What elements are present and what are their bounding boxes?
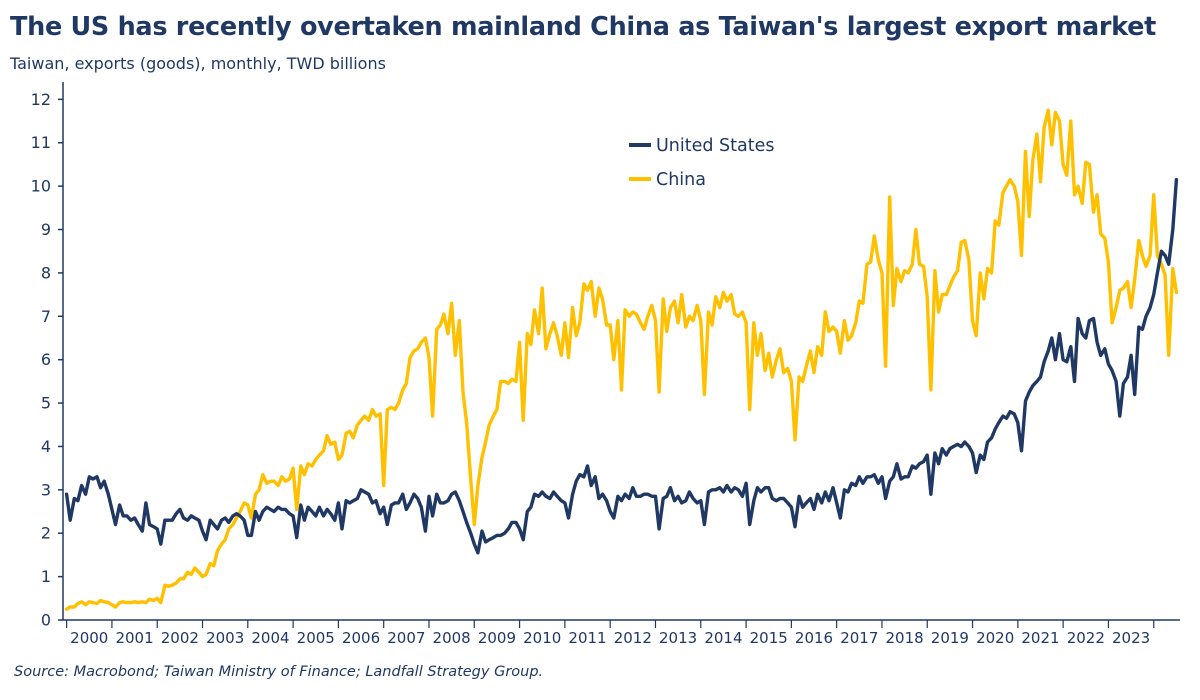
y-tick-label: 1: [41, 567, 51, 586]
chart-title: The US has recently overtaken mainland C…: [10, 12, 1157, 42]
series-line-united-states: [64, 177, 1179, 555]
x-tick-label: 2020: [976, 629, 1014, 647]
y-tick-label: 8: [41, 263, 51, 282]
x-tick-label: 2012: [614, 629, 652, 647]
y-tick-label: 2: [41, 524, 51, 543]
y-tick-label: 6: [41, 350, 51, 369]
y-tick-label: 0: [41, 611, 51, 630]
x-tick-label: 2014: [704, 629, 742, 647]
chart-subtitle: Taiwan, exports (goods), monthly, TWD bi…: [10, 54, 386, 73]
y-tick-label: 4: [41, 437, 51, 456]
y-tick-label: 3: [41, 480, 51, 499]
x-tick-label: 2013: [659, 629, 697, 647]
x-tick-label: 2000: [70, 629, 108, 647]
legend-label-china: China: [656, 170, 706, 190]
x-tick-label: 2004: [251, 629, 289, 647]
x-tick-label: 2015: [750, 629, 788, 647]
x-tick-label: 2016: [795, 629, 833, 647]
x-tick-label: 2006: [342, 629, 380, 647]
x-tick-label: 2017: [840, 629, 878, 647]
x-tick-label: 2010: [523, 629, 561, 647]
legend: United States China: [629, 136, 775, 190]
y-tick-label: 11: [31, 133, 51, 152]
source-note: Source: Macrobond; Taiwan Ministry of Fi…: [14, 664, 544, 680]
x-tick-label: 2008: [433, 629, 471, 647]
x-tick-label: 2001: [115, 629, 153, 647]
x-axis: 2000 2001 2002 2003 2004 2005 2006 2007 2008 2009…: [63, 619, 1180, 647]
series-lines: [64, 108, 1179, 611]
x-tick-label: 2022: [1067, 629, 1105, 647]
x-tick-label: 2009: [478, 629, 516, 647]
x-tick-label: 2021: [1021, 629, 1059, 647]
y-tick-label: 12: [31, 90, 51, 109]
y-tick-label: 10: [31, 177, 51, 196]
x-tick-label: 2003: [206, 629, 244, 647]
legend-label-united-states: United States: [656, 136, 775, 156]
series-line-china: [64, 108, 1179, 611]
x-tick-label: 2023: [1112, 629, 1150, 647]
x-tick-label: 2005: [297, 629, 335, 647]
x-tick-label: 2019: [931, 629, 969, 647]
x-tick-label: 2011: [568, 629, 606, 647]
x-tick-label: 2002: [161, 629, 199, 647]
y-tick-label: 5: [41, 394, 51, 413]
y-tick-label: 7: [41, 307, 51, 326]
x-tick-label: 2007: [387, 629, 425, 647]
y-tick-label: 9: [41, 220, 51, 239]
x-tick-label: 2018: [886, 629, 924, 647]
